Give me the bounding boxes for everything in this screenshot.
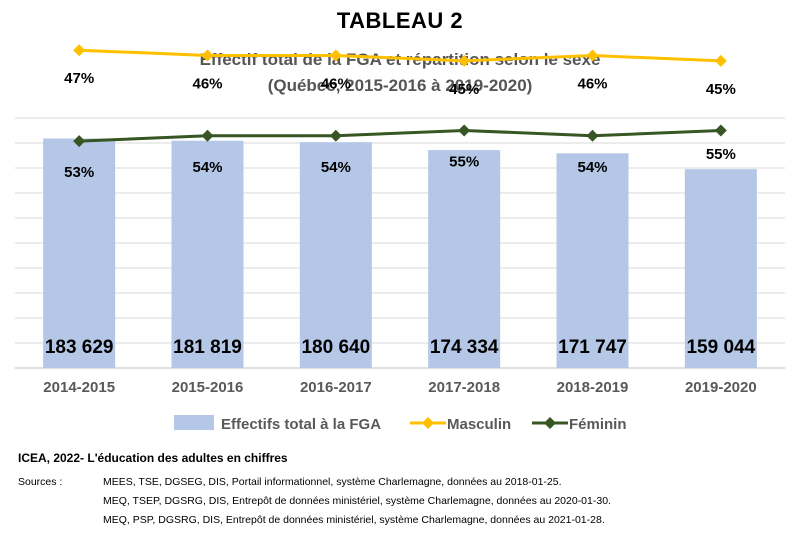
masculin-data-label: 46% [321, 76, 351, 93]
bar-value-label: 181 819 [173, 337, 242, 358]
chart-subtitle-line2: (Québec, 2015-2016 à 2019-2020) [267, 76, 533, 95]
feminin-data-label: 53% [64, 164, 94, 181]
feminin-data-label: 54% [577, 159, 607, 176]
chart-title: TABLEAU 2 [336, 8, 464, 33]
masculin-point [458, 54, 471, 67]
bar-value-label: 171 747 [558, 337, 627, 358]
legend-swatch-bars [174, 415, 214, 430]
x-tick-label: 2018-2019 [557, 379, 629, 396]
masculin-data-label: 46% [577, 76, 607, 93]
feminin-point [329, 129, 342, 142]
bar [171, 140, 244, 368]
feminin-data-label: 54% [321, 159, 351, 176]
legend-marker-feminin [544, 417, 556, 429]
feminin-point [201, 129, 214, 142]
masculin-point [329, 49, 342, 62]
feminin-line [79, 128, 721, 143]
legend-marker-masculin [422, 417, 434, 429]
source-line: MEES, TSE, DGSEG, DIS, Portail informati… [103, 476, 562, 488]
source-line: MEQ, TSEP, DGSRG, DIS, Entrepôt de donné… [103, 495, 611, 507]
x-tick-label: 2014-2015 [43, 379, 115, 396]
masculin-data-label: 46% [192, 76, 222, 93]
x-tick-label: 2016-2017 [300, 379, 372, 396]
masculin-point [586, 49, 599, 62]
bar-value-label: 174 334 [430, 337, 499, 358]
bar-value-label: 180 640 [301, 337, 370, 358]
source-title: ICEA, 2022- L'éducation des adultes en c… [18, 451, 288, 465]
bar [299, 142, 372, 368]
legend-label-feminin: Féminin [569, 416, 627, 433]
chart: 47% 46% 46% 45% 46% 45% 53% 54% 54% 55% 54% 55% 183 … [15, 44, 785, 433]
feminin-point [458, 124, 471, 137]
x-tick-label: 2015-2016 [172, 379, 244, 396]
bar [684, 169, 757, 368]
feminin-data-label: 55% [449, 153, 479, 170]
feminin-point [586, 129, 599, 142]
masculin-data-label: 45% [706, 81, 736, 98]
feminin-point [73, 135, 86, 148]
bar [556, 153, 629, 368]
legend-label-bars: Effectifs total à la FGA [221, 416, 381, 433]
x-tick-label: 2017-2018 [428, 379, 500, 396]
feminin-point [714, 124, 727, 137]
bar-value-label: 159 044 [686, 337, 755, 358]
x-tick-label: 2019-2020 [685, 379, 757, 396]
feminin-data-label: 54% [192, 159, 222, 176]
masculin-data-label: 47% [64, 70, 94, 87]
masculin-point [73, 44, 86, 57]
source-line: MEQ, PSP, DGSRG, DIS, Entrepôt de donnée… [103, 514, 605, 526]
masculin-point [201, 49, 214, 62]
masculin-line [79, 48, 721, 63]
bar-value-label: 183 629 [45, 337, 114, 358]
masculin-data-label: 45% [449, 81, 479, 98]
feminin-data-label: 55% [706, 146, 736, 163]
masculin-point [714, 54, 727, 67]
legend-label-masculin: Masculin [447, 416, 511, 433]
bar [428, 150, 501, 368]
sources-label: Sources : [18, 476, 63, 488]
bar [43, 138, 116, 368]
